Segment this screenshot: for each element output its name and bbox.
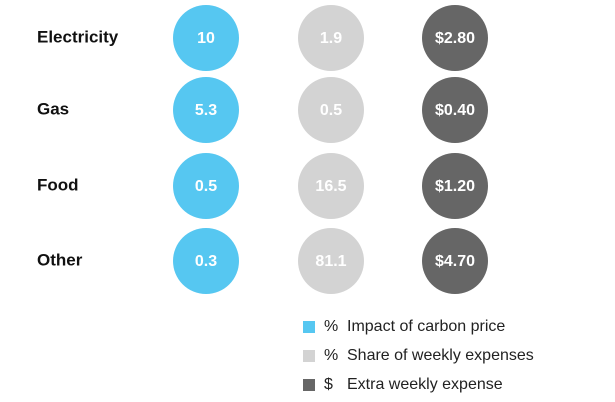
legend-symbol: $: [324, 376, 333, 393]
value-circle: [298, 5, 364, 71]
value-label: 5.3: [195, 102, 217, 119]
value-circle: [422, 77, 488, 143]
value-label: 81.1: [315, 253, 346, 270]
legend-symbol: %: [324, 347, 338, 364]
row-label: Gas: [37, 99, 69, 118]
legend-label: Share of weekly expenses: [347, 347, 534, 364]
row-label: Electricity: [37, 27, 119, 46]
value-circle: [422, 153, 488, 219]
value-label: $2.80: [435, 30, 475, 47]
value-circle: [422, 228, 488, 294]
value-circle: [298, 228, 364, 294]
value-label: $0.40: [435, 102, 475, 119]
legend-swatch: [303, 350, 315, 362]
legend-swatch: [303, 321, 315, 333]
value-label: 0.5: [320, 102, 342, 119]
row-label: Food: [37, 175, 79, 194]
legend-label: Extra weekly expense: [347, 376, 503, 393]
value-label: $4.70: [435, 253, 475, 270]
value-circle: [173, 228, 239, 294]
value-label: 16.5: [315, 178, 346, 195]
legend-swatch: [303, 379, 315, 391]
value-circle: [173, 153, 239, 219]
value-circle: [298, 153, 364, 219]
legend-symbol: %: [324, 318, 338, 335]
value-label: $1.20: [435, 178, 475, 195]
value-label: 1.9: [320, 30, 342, 47]
value-circle: [298, 77, 364, 143]
value-circle: [422, 5, 488, 71]
value-label: 10: [197, 30, 215, 47]
value-label: 0.5: [195, 178, 217, 195]
value-circle: [173, 5, 239, 71]
row-label: Other: [37, 250, 83, 269]
value-label: 0.3: [195, 253, 217, 270]
legend-label: Impact of carbon price: [347, 318, 505, 335]
value-circle: [173, 77, 239, 143]
